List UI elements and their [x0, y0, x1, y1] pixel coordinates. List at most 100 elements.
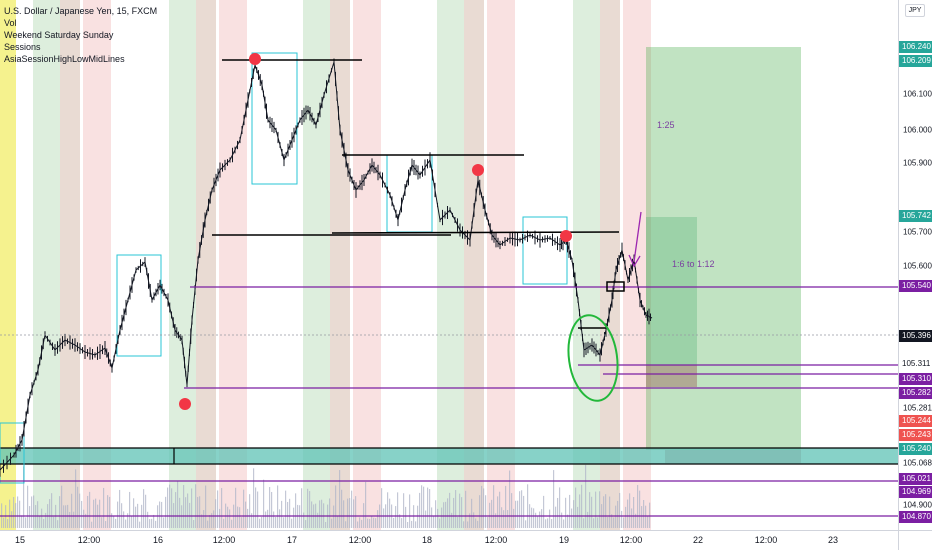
volume-bar — [107, 495, 109, 528]
volume-bar — [111, 513, 113, 528]
time-tick: 17 — [286, 535, 298, 545]
volume-bar — [303, 512, 305, 528]
volume-bar — [387, 492, 389, 528]
volume-bar — [547, 518, 549, 528]
volume-bar — [569, 494, 571, 528]
annotation-arrowhead — [628, 254, 641, 268]
currency-unit-button[interactable]: JPY — [905, 4, 925, 17]
volume-bar — [441, 507, 443, 528]
volume-bar — [219, 508, 221, 528]
volume-bar — [177, 481, 179, 528]
volume-bar — [491, 499, 493, 528]
volume-bar — [475, 518, 477, 528]
volume-bar — [285, 490, 287, 528]
volume-bar — [405, 506, 407, 528]
price-tick: 106.000 — [903, 125, 932, 135]
volume-bar — [245, 501, 247, 528]
volume-bar — [9, 499, 11, 528]
asia-session-box — [251, 52, 298, 185]
volume-bar — [319, 500, 321, 528]
volume-bar — [161, 501, 163, 528]
session-band-london — [196, 0, 216, 530]
volume-bar — [623, 517, 625, 528]
volume-bar — [389, 498, 391, 528]
session-band-asia — [169, 0, 196, 530]
volume-bar — [423, 486, 425, 528]
volume-bar — [195, 484, 197, 528]
volume-bar — [357, 521, 359, 528]
volume-bar — [551, 519, 553, 528]
volume-bar — [621, 510, 623, 528]
time-tick: 23 — [827, 535, 839, 545]
volume-bar — [521, 490, 523, 528]
volume-bar — [27, 485, 29, 528]
volume-bar — [627, 499, 629, 528]
volume-bar — [453, 497, 455, 528]
indicator-sessions[interactable]: Sessions — [4, 42, 41, 52]
volume-bar — [211, 513, 213, 528]
volume-bar — [199, 496, 201, 528]
volume-bar — [415, 521, 417, 528]
indicator-vol[interactable]: Vol — [4, 18, 17, 28]
time-tick: 12:00 — [754, 535, 778, 545]
volume-bar — [187, 493, 189, 528]
volume-bar — [599, 491, 601, 528]
volume-bar — [481, 485, 483, 528]
indicator-asia-session[interactable]: AsiaSessionHighLowMidLines — [4, 54, 125, 64]
volume-bar — [267, 509, 269, 528]
volume-bar — [369, 518, 371, 528]
volume-bar — [515, 500, 517, 528]
symbol-title[interactable]: U.S. Dollar / Japanese Yen, 15, FXCM — [4, 6, 158, 16]
volume-bar — [341, 489, 343, 528]
session-band-newyork — [623, 0, 651, 530]
price-axis[interactable]: 106.100 106.000 105.900 105.700 105.600 … — [898, 0, 932, 530]
volume-bar — [91, 521, 93, 528]
volume-bar — [251, 513, 253, 528]
volume-bar — [11, 511, 13, 528]
volume-bar — [577, 506, 579, 528]
pivot-marker — [249, 53, 261, 65]
volume-bar — [149, 519, 151, 528]
volume-bar — [155, 520, 157, 528]
volume-bar — [165, 496, 167, 528]
volume-bar — [45, 512, 47, 528]
volume-bar — [371, 516, 373, 528]
time-axis[interactable]: 15 12:00 16 12:00 17 12:00 18 12:00 19 1… — [0, 530, 898, 550]
volume-bar — [31, 496, 33, 528]
volume-bar — [69, 511, 71, 528]
indicator-weekend[interactable]: Weekend Saturday Sunday — [4, 30, 114, 40]
volume-bar — [439, 518, 441, 528]
volume-bar — [595, 491, 597, 528]
volume-bar — [581, 484, 583, 528]
volume-bar — [633, 497, 635, 528]
volume-bar — [227, 506, 229, 528]
volume-bar — [395, 506, 397, 528]
volume-bar — [611, 514, 613, 528]
volume-bar — [419, 492, 421, 528]
volume-bar — [151, 518, 153, 528]
volume-bar — [393, 517, 395, 528]
time-tick: 19 — [558, 535, 570, 545]
volume-bar — [99, 499, 101, 528]
session-band-london — [330, 0, 350, 530]
highlight-circle — [567, 314, 619, 402]
volume-bar — [277, 485, 279, 528]
volume-bar — [571, 508, 573, 528]
price-chart[interactable] — [0, 0, 898, 530]
volume-bar — [603, 496, 605, 528]
volume-bar — [175, 492, 177, 528]
volume-bar — [407, 521, 409, 528]
volume-bar — [649, 502, 651, 528]
volume-bar — [447, 498, 449, 528]
volume-bar — [549, 509, 551, 528]
price-badge: 105.244 — [899, 415, 932, 427]
volume-bar — [21, 515, 23, 528]
volume-bar — [281, 500, 283, 528]
chart-pane[interactable]: U.S. Dollar / Japanese Yen, 15, FXCM Vol… — [0, 0, 898, 530]
volume-bar — [125, 519, 127, 528]
volume-bar — [605, 494, 607, 528]
time-tick: 18 — [421, 535, 433, 545]
volume-bar — [349, 498, 351, 528]
volume-bar — [399, 514, 401, 528]
volume-bar — [205, 485, 207, 528]
